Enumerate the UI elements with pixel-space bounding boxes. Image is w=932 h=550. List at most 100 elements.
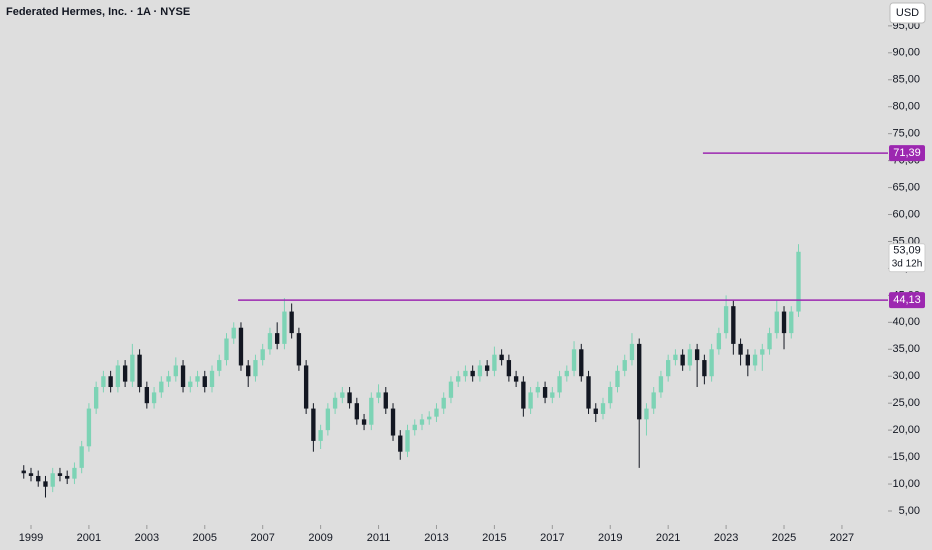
- candle-body: [144, 387, 150, 404]
- candle-body: [289, 311, 294, 334]
- candle-body: [571, 349, 577, 371]
- candle-body: [180, 365, 186, 388]
- candle-body: [463, 370, 468, 377]
- candle-body: [542, 387, 548, 398]
- candle-body: [767, 333, 772, 350]
- candle-body: [629, 343, 635, 361]
- y-tick-label: 80,00: [892, 101, 920, 113]
- candle-body: [195, 376, 200, 382]
- candle-body: [369, 397, 374, 425]
- y-tick-label: 5,00: [899, 505, 920, 517]
- candle-body: [506, 360, 512, 377]
- candle-body: [325, 408, 331, 431]
- candle-body: [79, 446, 84, 468]
- candle-body: [275, 333, 280, 344]
- x-tick-label: 1999: [19, 532, 43, 544]
- candle-body: [390, 408, 396, 436]
- candle-body: [760, 349, 765, 355]
- candle-body: [651, 392, 656, 409]
- candle-body: [658, 376, 664, 393]
- x-tick-label: 2013: [424, 532, 448, 544]
- candle-body: [303, 365, 309, 409]
- candle-body: [202, 376, 207, 388]
- candle-body: [340, 392, 345, 398]
- candle-body: [789, 311, 794, 334]
- candle-body: [419, 419, 425, 425]
- candle-body: [209, 370, 215, 388]
- currency-label[interactable]: USD: [896, 7, 919, 19]
- candle-body: [137, 354, 142, 388]
- candle-body: [600, 403, 606, 414]
- y-tick-label: 30,00: [892, 370, 920, 382]
- y-tick-label: 75,00: [892, 128, 920, 140]
- candle-body: [296, 333, 302, 366]
- candle-body: [36, 475, 41, 482]
- candle-body: [608, 387, 613, 404]
- y-tick-label: 15,00: [892, 451, 920, 463]
- level-label-box: [889, 145, 925, 162]
- candle-body: [108, 376, 113, 388]
- x-tick-label: 2011: [367, 532, 391, 544]
- candle-body: [550, 392, 555, 398]
- last-price-label: 53,09: [893, 245, 921, 257]
- candle-body: [122, 365, 128, 382]
- candle-body: [166, 376, 171, 382]
- candle-body: [666, 360, 671, 377]
- candle-body: [477, 365, 483, 377]
- x-tick-label: 2025: [772, 532, 796, 544]
- candle-body: [173, 365, 178, 377]
- candle-body: [65, 475, 70, 479]
- level-label-box: [889, 292, 925, 309]
- chart-title: Federated Hermes, Inc. · 1A · NYSE: [6, 6, 190, 18]
- y-tick-label: 35,00: [892, 343, 920, 355]
- x-tick-label: 2001: [77, 532, 101, 544]
- candle-body: [151, 392, 157, 404]
- candle-body: [217, 360, 222, 371]
- level-label: 44,13: [893, 294, 921, 306]
- candle-body: [86, 408, 92, 447]
- candle-body: [694, 349, 700, 361]
- x-tick-label: 2021: [656, 532, 680, 544]
- candle-body: [21, 470, 26, 474]
- candle-body: [579, 349, 584, 377]
- candle-body: [115, 365, 121, 388]
- candle-body: [238, 327, 244, 366]
- candle-body: [246, 365, 251, 377]
- candle-body: [513, 376, 519, 382]
- candle-body: [738, 343, 743, 355]
- candle-body: [622, 360, 627, 371]
- candle-body: [50, 473, 55, 487]
- candle-body: [383, 392, 388, 409]
- candle-body: [644, 408, 649, 420]
- candle-body: [253, 360, 258, 377]
- candle-body: [723, 306, 729, 334]
- candle-body: [412, 424, 417, 431]
- candle-body: [72, 467, 77, 479]
- candle-body: [752, 354, 758, 366]
- candle-body: [318, 430, 323, 441]
- candle-body: [709, 349, 714, 377]
- candle-body: [456, 376, 461, 382]
- candle-body: [716, 333, 722, 350]
- candle-body: [347, 392, 352, 404]
- candle-body: [521, 381, 526, 409]
- candle-body: [492, 354, 497, 371]
- candle-body: [528, 392, 533, 409]
- candle-body: [615, 370, 620, 388]
- candle-body: [434, 408, 439, 417]
- y-tick-label: 10,00: [892, 478, 920, 490]
- candle-body: [470, 370, 475, 377]
- candle-body: [282, 311, 287, 344]
- candle-body: [188, 381, 193, 388]
- y-tick-label: 65,00: [892, 181, 920, 193]
- candle-body: [774, 311, 779, 334]
- candle-body: [484, 365, 490, 371]
- currency-button[interactable]: [889, 2, 926, 24]
- candle-body: [441, 397, 446, 409]
- x-tick-label: 2007: [250, 532, 274, 544]
- candle-body: [361, 419, 367, 425]
- y-tick-label: 85,00: [892, 74, 920, 86]
- y-tick-label: 60,00: [892, 208, 920, 220]
- candle-body: [354, 403, 359, 420]
